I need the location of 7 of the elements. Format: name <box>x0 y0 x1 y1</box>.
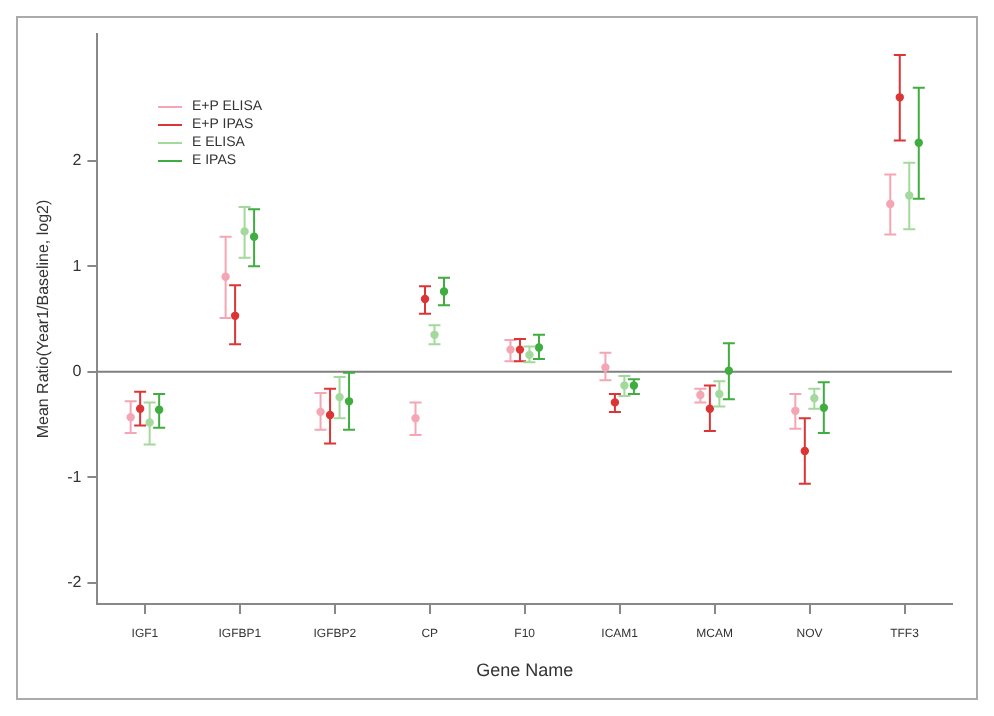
y-axis-title: Mean Ratio(Year1/Baseline, log2) <box>34 199 53 439</box>
y-tick-label: 1 <box>72 256 83 275</box>
y-tick-label: 0 <box>72 362 83 381</box>
y-tick-label: -1 <box>67 467 83 486</box>
x-axis-title: Gene Name <box>476 660 574 681</box>
y-tick-label: 2 <box>72 151 83 170</box>
y-tick-label: -2 <box>67 573 83 592</box>
